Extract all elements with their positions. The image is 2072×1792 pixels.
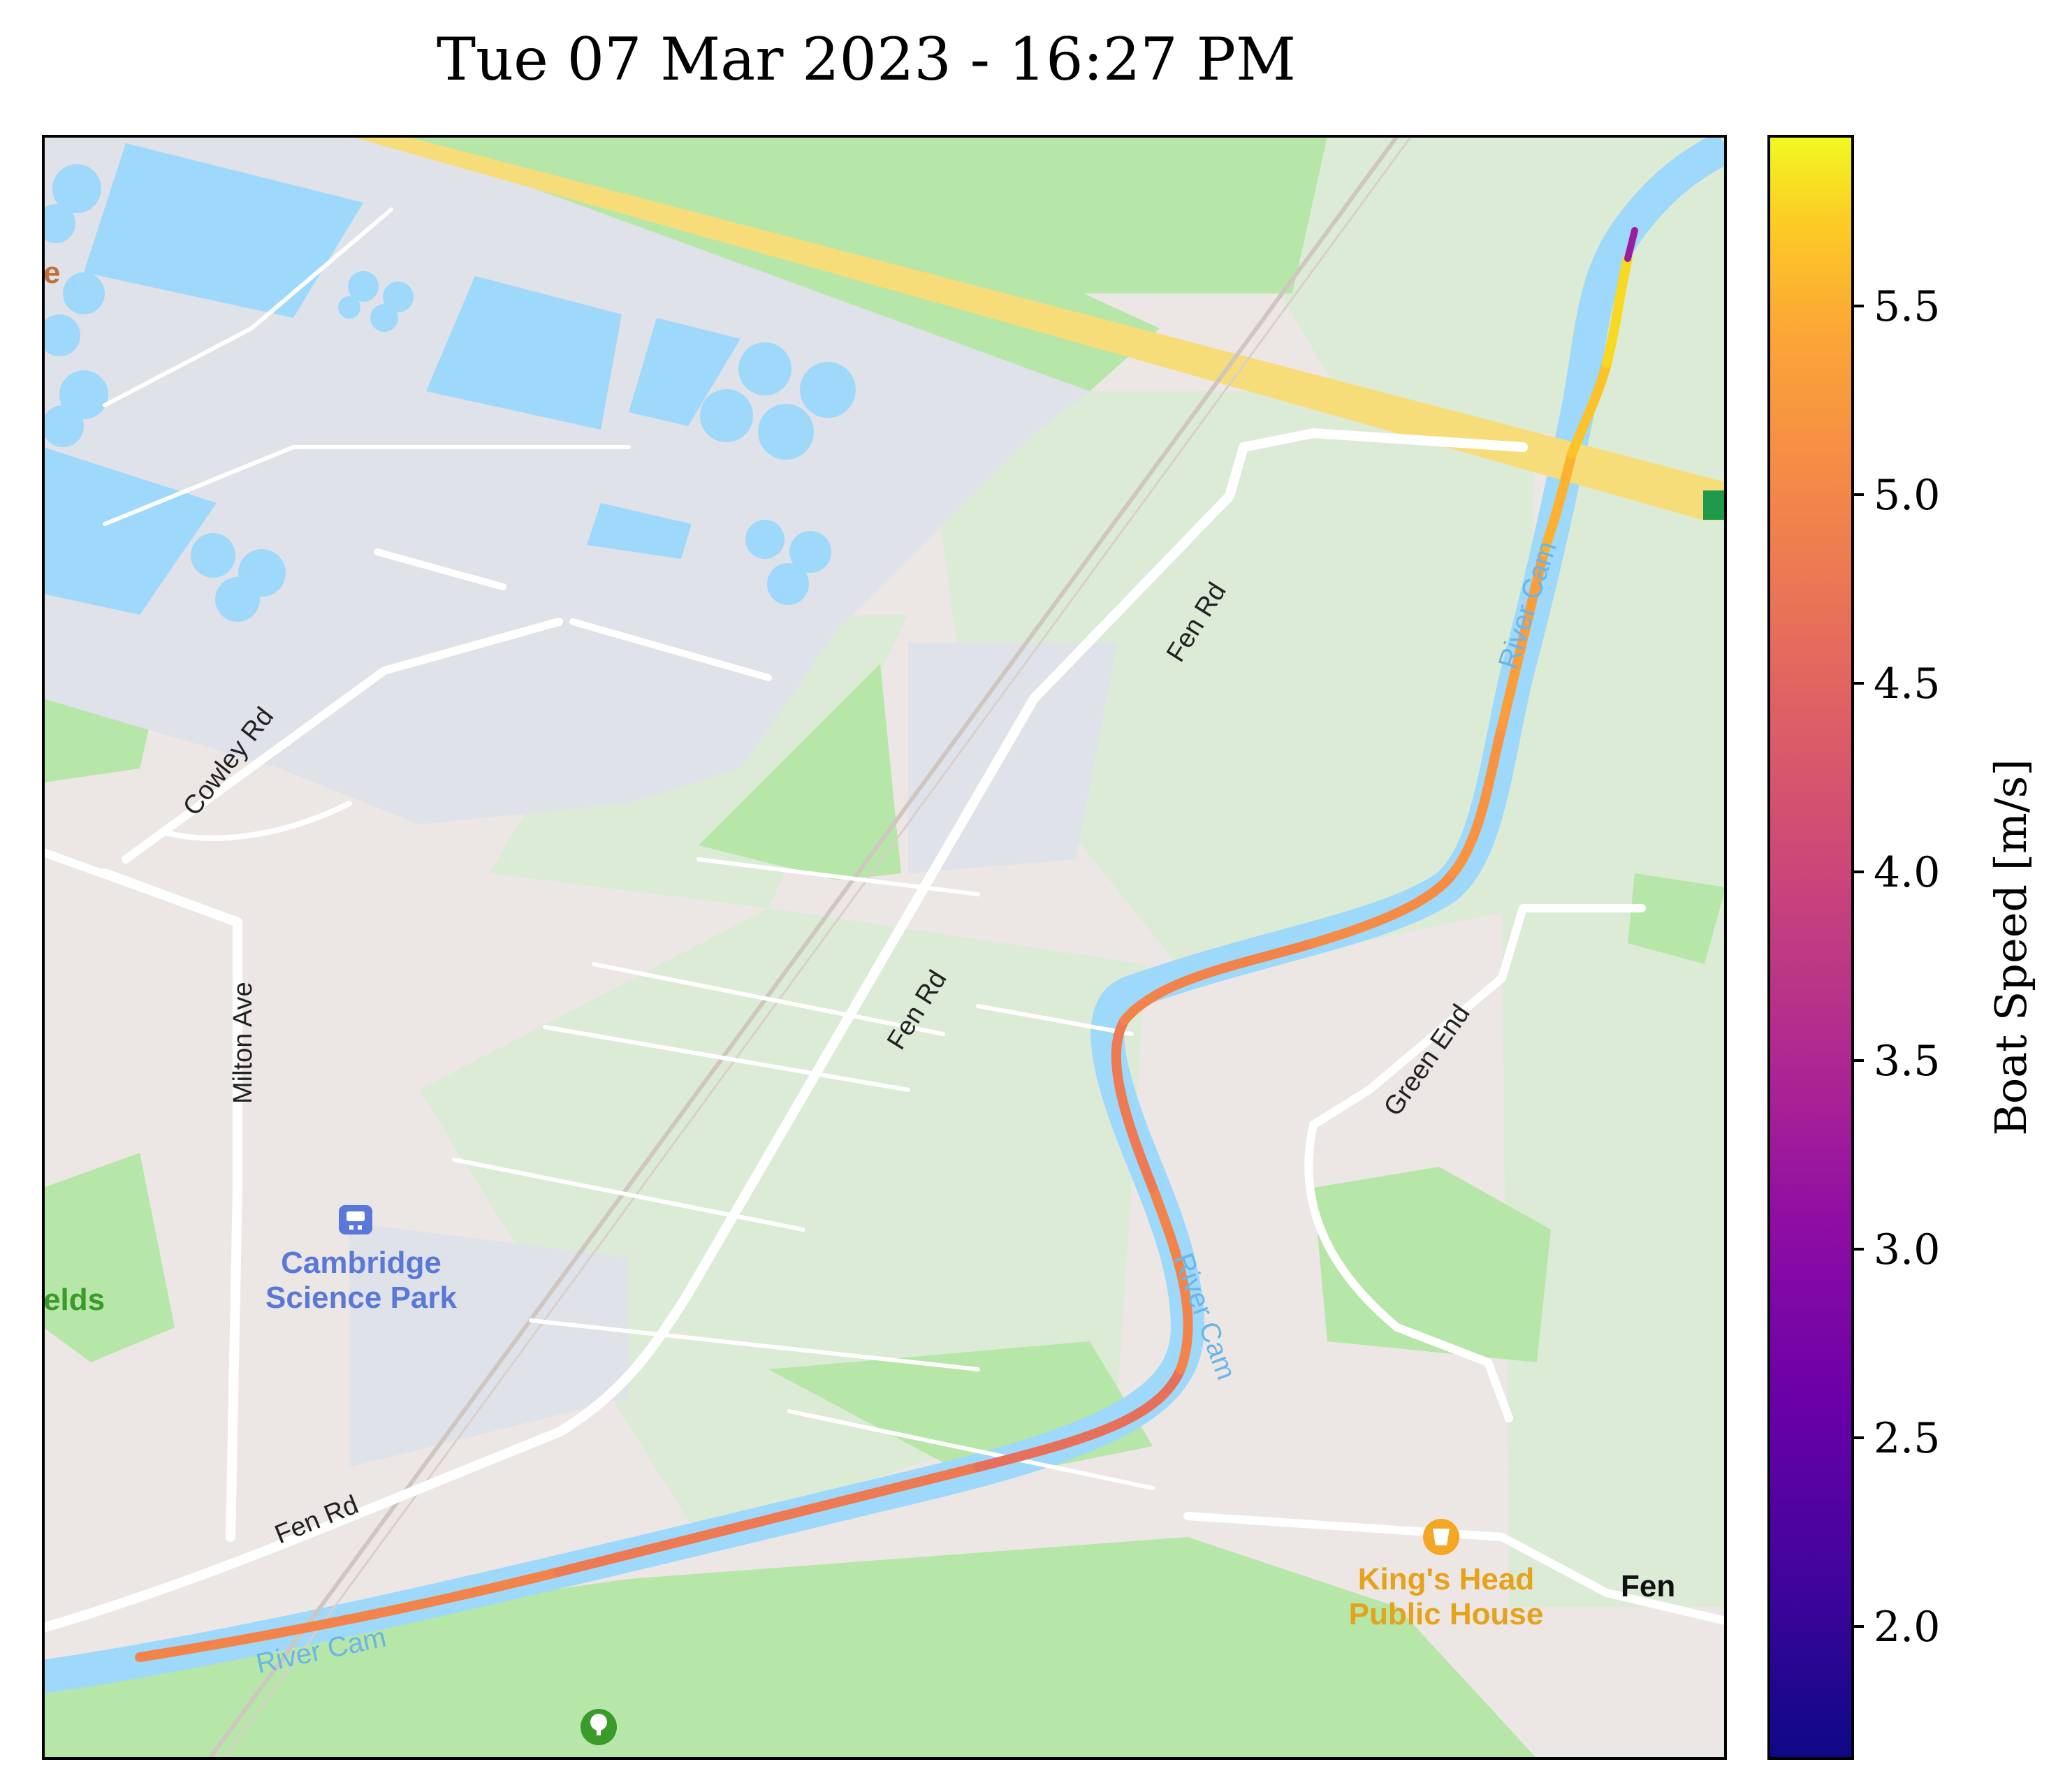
track-segment [1111,1015,1158,1193]
track-segment [1308,868,1458,948]
track-segment [1567,358,1612,459]
station-label-line2: Science Park [265,1281,457,1315]
colorbar-ticks: 2.0 2.5 3.0 3.5 4.0 4.5 5.0 5.5 [1853,282,1940,1652]
pub-label-line1: King's Head [1358,1562,1535,1596]
track-segment [1539,449,1577,557]
place-label-edge: e [43,256,60,290]
highway-marker [1703,490,1726,520]
highway-a14 [349,136,1726,520]
map-area[interactable]: Fen Rd Fen Rd Fen Rd Cowley Rd Milton Av… [36,136,1726,1758]
track-segment [1624,227,1638,262]
page-title: Tue 07 Mar 2023 - 16:27 PM [437,25,1296,94]
colorbar-tick-label: 5.5 [1874,282,1940,331]
colorbar-tick-label: 4.5 [1874,660,1940,708]
track-segment [1448,722,1507,878]
track-segment [554,1462,983,1577]
colorbar [1769,136,1853,1758]
colorbar-tick-label: 2.0 [1874,1603,1940,1652]
colorbar-tick-label: 3.5 [1874,1037,1940,1086]
boat-track [135,227,1638,1662]
track-segment [1497,547,1549,731]
roads [43,207,1726,1633]
track-segment [973,1364,1185,1472]
place-label-fields: elds [43,1283,105,1317]
road-label-milton-ave: Milton Ave [228,982,258,1104]
pub-icon[interactable] [1423,1519,1459,1555]
railway [207,136,1399,1758]
track-segment [1120,938,1318,1025]
map-frame [42,135,1727,1760]
train-station-icon[interactable] [339,1205,372,1234]
pub-label-line2: Public House [1349,1597,1544,1631]
colorbar-tick-label: 4.0 [1874,848,1940,897]
park-icon[interactable] [581,1709,617,1745]
water-basins [43,143,856,622]
track-segment [135,1567,564,1662]
place-label-fen: Fen [1621,1569,1675,1603]
colorbar-tick-label: 2.5 [1874,1414,1940,1463]
colorbar-tick-label: 3.0 [1874,1225,1940,1274]
station-label-line1: Cambridge [281,1246,442,1280]
track-segment [1602,254,1633,368]
track-segment [1148,1183,1193,1374]
colorbar-label: Boat Speed [m/s] [1985,759,2036,1135]
colorbar-tick-label: 5.0 [1874,471,1940,520]
